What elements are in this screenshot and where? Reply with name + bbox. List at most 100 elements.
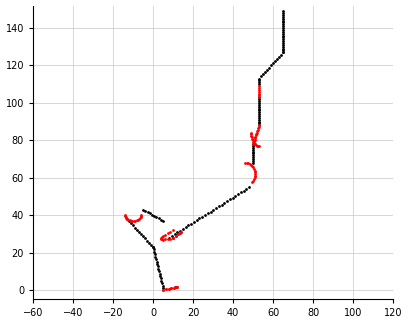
Point xyxy=(178,229,184,235)
Point xyxy=(245,161,251,166)
Point xyxy=(253,133,259,138)
Point xyxy=(249,164,255,169)
Point xyxy=(235,191,242,197)
Point xyxy=(173,233,179,238)
Point xyxy=(256,119,262,124)
Point xyxy=(253,143,259,148)
Point xyxy=(249,179,255,185)
Point xyxy=(174,284,180,289)
Point xyxy=(255,127,261,132)
Point xyxy=(160,287,166,293)
Point xyxy=(266,65,273,70)
Point xyxy=(256,93,262,98)
Point xyxy=(146,211,153,216)
Point xyxy=(173,233,179,238)
Point xyxy=(136,229,142,235)
Point xyxy=(248,133,255,139)
Point xyxy=(170,235,176,240)
Point xyxy=(167,236,173,241)
Point xyxy=(160,287,166,293)
Point xyxy=(191,219,197,225)
Point xyxy=(185,223,192,228)
Point xyxy=(210,207,217,212)
Point xyxy=(148,242,154,248)
Point xyxy=(242,160,248,165)
Point xyxy=(250,149,256,154)
Point xyxy=(130,223,136,228)
Point xyxy=(180,226,186,232)
Point xyxy=(128,221,134,226)
Point xyxy=(158,236,164,241)
Point xyxy=(237,190,244,195)
Point xyxy=(278,52,284,57)
Point xyxy=(159,235,165,240)
Point xyxy=(207,209,214,214)
Point xyxy=(274,56,280,62)
Point xyxy=(135,217,141,222)
Point xyxy=(177,228,184,233)
Point xyxy=(254,129,261,134)
Point xyxy=(250,178,257,183)
Point xyxy=(151,213,157,218)
Point xyxy=(126,218,132,224)
Point xyxy=(170,227,176,233)
Point xyxy=(264,67,271,72)
Point xyxy=(153,259,160,264)
Point xyxy=(196,216,203,221)
Point xyxy=(124,216,131,222)
Point xyxy=(252,142,259,147)
Point xyxy=(162,232,169,237)
Point xyxy=(254,143,260,148)
Point xyxy=(252,136,258,141)
Point xyxy=(256,76,262,81)
Point xyxy=(250,151,256,156)
Point xyxy=(150,244,156,249)
Point xyxy=(178,229,184,235)
Point xyxy=(256,121,262,126)
Point xyxy=(280,16,286,21)
Point xyxy=(280,27,286,32)
Point xyxy=(138,214,144,219)
Point xyxy=(150,244,156,249)
Point xyxy=(256,102,262,107)
Point xyxy=(167,229,173,234)
Point xyxy=(132,225,138,230)
Point xyxy=(159,281,165,286)
Point xyxy=(256,110,262,115)
Point xyxy=(248,130,255,135)
Point xyxy=(280,12,286,17)
Point xyxy=(280,46,286,51)
Point xyxy=(170,285,177,290)
Point xyxy=(224,199,231,204)
Point xyxy=(160,237,166,242)
Point xyxy=(160,218,166,223)
Point xyxy=(152,254,159,259)
Point xyxy=(251,140,257,145)
Point xyxy=(253,132,259,137)
Point xyxy=(251,140,257,145)
Point xyxy=(280,50,286,55)
Point xyxy=(163,287,169,292)
Point xyxy=(166,286,172,291)
Point xyxy=(280,29,286,34)
Point xyxy=(166,286,172,291)
Point xyxy=(146,240,152,245)
Point xyxy=(157,217,164,222)
Point xyxy=(170,235,176,240)
Point xyxy=(202,213,208,218)
Point xyxy=(136,216,142,222)
Point xyxy=(255,143,262,148)
Point xyxy=(250,145,256,150)
Point xyxy=(133,218,140,223)
Point xyxy=(177,230,183,235)
Point xyxy=(256,95,262,100)
Point xyxy=(160,233,166,238)
Point xyxy=(256,85,262,90)
Point xyxy=(173,284,180,289)
Point xyxy=(159,237,165,242)
Point xyxy=(280,8,286,14)
Point xyxy=(280,18,286,23)
Point xyxy=(256,106,262,111)
Point xyxy=(155,216,162,221)
Point xyxy=(252,173,258,178)
